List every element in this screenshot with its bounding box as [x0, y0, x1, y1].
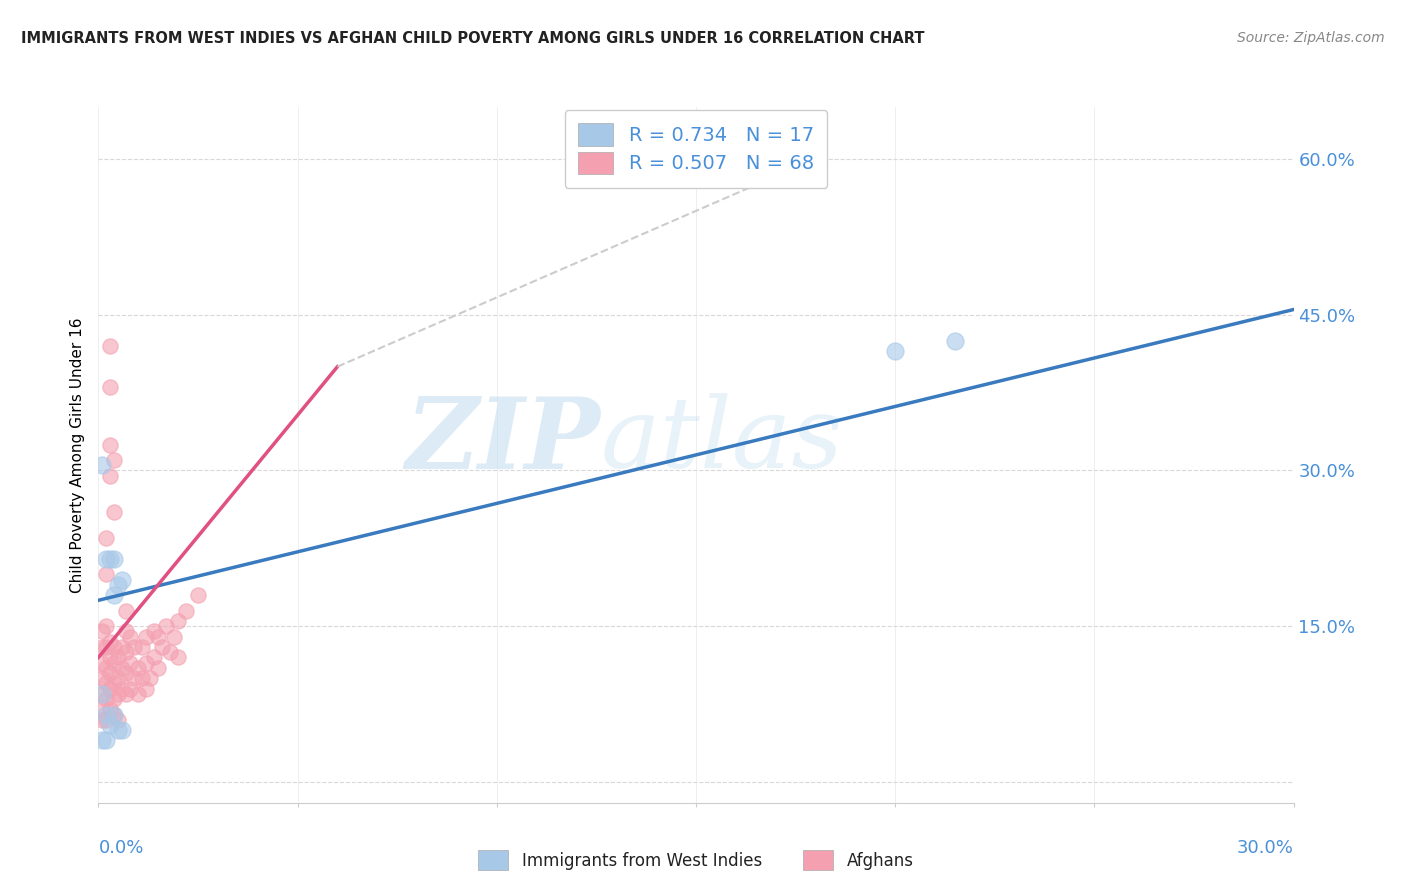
- Point: [91, 656, 114, 670]
- Text: ZIP: ZIP: [405, 392, 600, 489]
- Point: [135, 630, 157, 644]
- Point: [120, 630, 142, 644]
- Point: [115, 624, 138, 639]
- Point: [98, 635, 122, 649]
- Point: [103, 676, 125, 690]
- Point: [155, 619, 177, 633]
- Point: [103, 588, 125, 602]
- Y-axis label: Child Poverty Among Girls Under 16: Child Poverty Among Girls Under 16: [69, 318, 84, 592]
- Point: [98, 665, 122, 680]
- Point: [124, 671, 146, 685]
- Point: [135, 681, 157, 696]
- Point: [111, 661, 134, 675]
- Point: [91, 671, 114, 685]
- Point: [96, 640, 118, 654]
- Point: [143, 650, 166, 665]
- Point: [884, 344, 907, 359]
- Point: [103, 551, 125, 566]
- Point: [115, 687, 138, 701]
- Point: [174, 604, 197, 618]
- Point: [96, 661, 118, 675]
- Point: [91, 624, 114, 639]
- Point: [98, 718, 122, 732]
- Point: [107, 671, 129, 685]
- Point: [98, 339, 122, 353]
- Point: [103, 707, 125, 722]
- Point: [135, 656, 157, 670]
- Point: [111, 640, 134, 654]
- Legend: Immigrants from West Indies, Afghans: Immigrants from West Indies, Afghans: [470, 842, 922, 878]
- Point: [107, 723, 129, 738]
- Text: 30.0%: 30.0%: [1237, 839, 1294, 857]
- Point: [111, 573, 134, 587]
- Point: [127, 661, 149, 675]
- Point: [103, 453, 125, 467]
- Point: [91, 640, 114, 654]
- Point: [103, 505, 125, 519]
- Point: [115, 645, 138, 659]
- Text: atlas: atlas: [600, 393, 844, 489]
- Point: [96, 707, 118, 722]
- Point: [96, 551, 118, 566]
- Point: [103, 707, 125, 722]
- Point: [96, 676, 118, 690]
- Point: [120, 656, 142, 670]
- Text: IMMIGRANTS FROM WEST INDIES VS AFGHAN CHILD POVERTY AMONG GIRLS UNDER 16 CORRELA: IMMIGRANTS FROM WEST INDIES VS AFGHAN CH…: [21, 31, 925, 46]
- Point: [96, 692, 118, 706]
- Point: [98, 650, 122, 665]
- Point: [98, 380, 122, 394]
- Point: [167, 650, 190, 665]
- Point: [91, 687, 114, 701]
- Point: [163, 630, 186, 644]
- Point: [91, 733, 114, 747]
- Point: [98, 551, 122, 566]
- Point: [167, 614, 190, 628]
- Point: [131, 640, 153, 654]
- Point: [107, 713, 129, 727]
- Point: [91, 687, 114, 701]
- Point: [131, 671, 153, 685]
- Point: [96, 713, 118, 727]
- Point: [159, 645, 181, 659]
- Text: Source: ZipAtlas.com: Source: ZipAtlas.com: [1237, 31, 1385, 45]
- Point: [98, 681, 122, 696]
- Point: [943, 334, 966, 348]
- Point: [107, 687, 129, 701]
- Point: [103, 640, 125, 654]
- Point: [127, 687, 149, 701]
- Point: [143, 624, 166, 639]
- Point: [148, 661, 170, 675]
- Point: [124, 640, 146, 654]
- Point: [98, 437, 122, 451]
- Point: [91, 458, 114, 473]
- Point: [91, 713, 114, 727]
- Point: [115, 665, 138, 680]
- Point: [150, 640, 173, 654]
- Point: [111, 681, 134, 696]
- Point: [139, 671, 162, 685]
- Point: [107, 578, 129, 592]
- Point: [103, 656, 125, 670]
- Point: [98, 702, 122, 716]
- Point: [103, 692, 125, 706]
- Point: [120, 681, 142, 696]
- Point: [91, 702, 114, 716]
- Point: [96, 619, 118, 633]
- Point: [115, 604, 138, 618]
- Point: [96, 531, 118, 545]
- Point: [148, 630, 170, 644]
- Point: [111, 723, 134, 738]
- Point: [98, 468, 122, 483]
- Point: [187, 588, 209, 602]
- Point: [107, 650, 129, 665]
- Point: [96, 733, 118, 747]
- Text: 0.0%: 0.0%: [98, 839, 143, 857]
- Point: [96, 567, 118, 582]
